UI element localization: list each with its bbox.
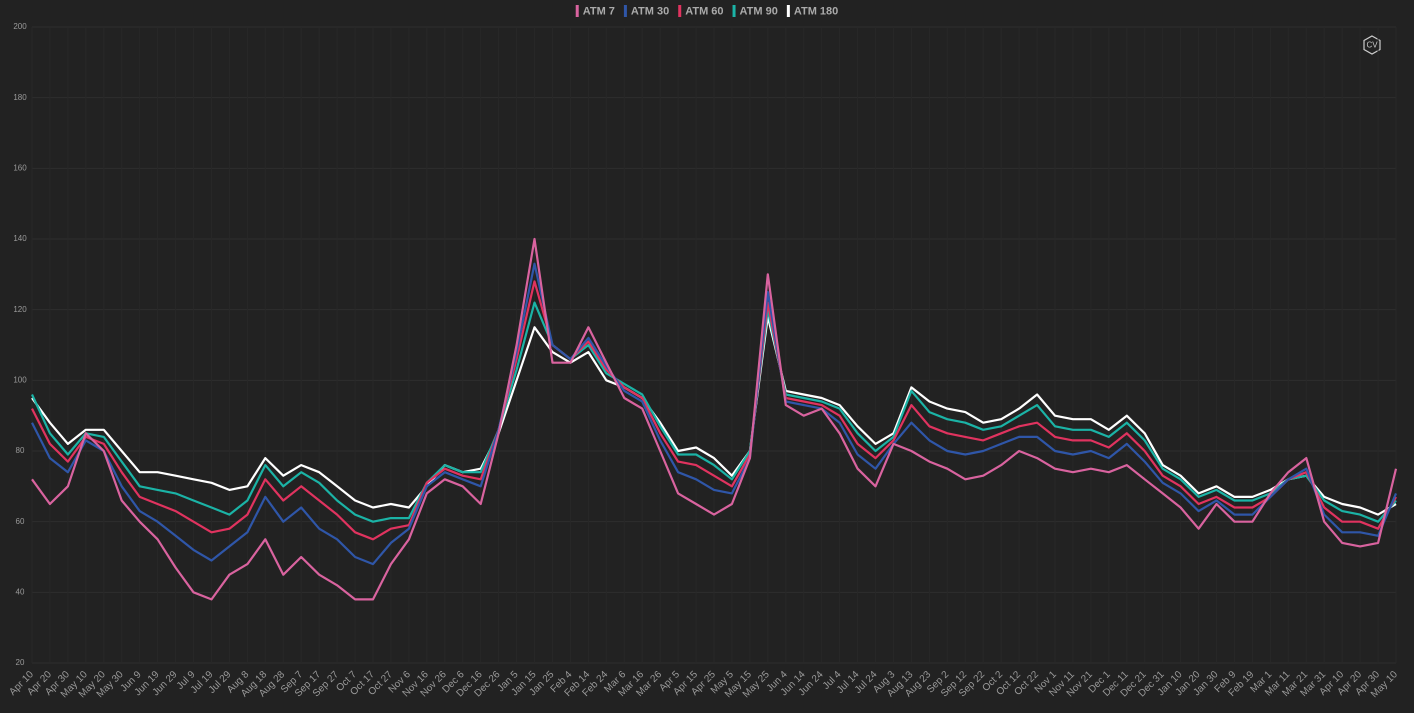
y-tick-label: 100: [13, 375, 27, 384]
legend-label: ATM 90: [740, 5, 778, 17]
legend-item: ATM 30: [623, 5, 669, 17]
legend-label: ATM 60: [685, 5, 723, 17]
legend-label: ATM 30: [631, 5, 669, 17]
series-line: [31, 315, 1397, 516]
legend-item: ATM 180: [786, 5, 838, 17]
y-tick-label: 160: [13, 163, 27, 172]
legend-label: ATM 7: [583, 5, 615, 17]
legend-swatch: [575, 5, 579, 17]
y-tick-label: 120: [13, 305, 27, 314]
y-tick-label: 20: [16, 658, 25, 667]
y-tick-label: 80: [16, 446, 25, 455]
legend-label: ATM 180: [794, 5, 838, 17]
legend: ATM 7 ATM 30 ATM 60 ATM 90 ATM 180: [575, 5, 838, 17]
y-tick-label: 40: [16, 587, 25, 596]
y-tick-label: 200: [13, 22, 27, 31]
legend-item: ATM 7: [575, 5, 615, 17]
legend-item: ATM 90: [732, 5, 778, 17]
legend-swatch: [786, 5, 790, 17]
series-line: [31, 280, 1397, 541]
series-line: [31, 262, 1398, 566]
series-line: [31, 237, 1398, 601]
y-tick-label: 60: [16, 517, 25, 526]
series-line: [31, 301, 1397, 523]
legend-swatch: [623, 5, 627, 17]
legend-swatch: [678, 5, 682, 17]
logo-text: CV: [1366, 41, 1378, 50]
logo: CV: [1363, 35, 1381, 55]
logo-hexagon: [1363, 35, 1381, 55]
y-tick-label: 140: [13, 234, 27, 243]
legend-item: ATM 60: [678, 5, 724, 17]
y-tick-label: 180: [13, 93, 27, 102]
legend-swatch: [732, 5, 736, 17]
